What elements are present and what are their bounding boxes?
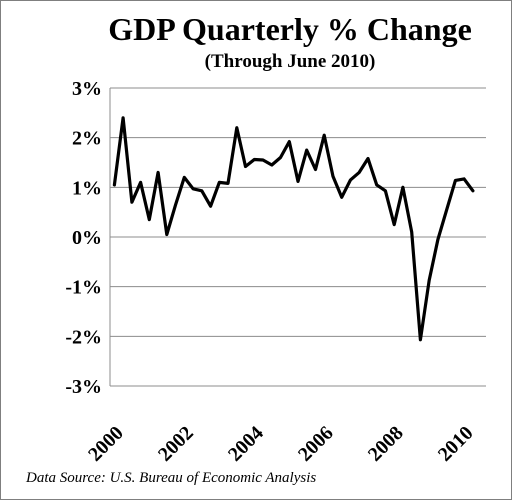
y-tick-label: 2%: [72, 128, 102, 150]
data-point: [209, 205, 212, 208]
data-point: [244, 165, 247, 168]
y-tick-label: -2%: [65, 326, 102, 348]
data-point: [148, 218, 151, 221]
data-point: [349, 178, 352, 181]
data-point: [297, 180, 300, 183]
chart-title: GDP Quarterly % Change: [108, 11, 472, 47]
y-tick-label: -1%: [65, 277, 102, 299]
data-point: [165, 233, 168, 236]
data-point: [331, 175, 334, 178]
data-point: [113, 183, 116, 186]
data-point: [139, 181, 142, 184]
data-point: [463, 177, 466, 180]
data-point: [419, 338, 422, 341]
data-point: [401, 186, 404, 189]
data-point: [471, 189, 474, 192]
data-point: [270, 163, 273, 166]
data-point: [279, 156, 282, 159]
data-point: [130, 201, 133, 204]
data-point: [358, 171, 361, 174]
chart-subtitle: (Through June 2010): [204, 51, 376, 72]
y-tick-label: -3%: [65, 376, 102, 398]
data-point: [384, 189, 387, 192]
data-point: [174, 203, 177, 206]
x-tick-label: 2010: [434, 422, 478, 466]
data-point: [428, 279, 431, 282]
data-point: [314, 168, 317, 171]
y-tick-label: 0%: [72, 227, 102, 249]
y-tick-label: 3%: [72, 78, 102, 100]
data-point: [375, 183, 378, 186]
data-point: [288, 140, 291, 143]
x-tick-label: 2000: [84, 422, 128, 466]
data-point: [157, 171, 160, 174]
data-point: [445, 208, 448, 211]
data-point: [340, 196, 343, 199]
y-tick-label: 1%: [72, 177, 102, 199]
data-point: [235, 126, 238, 129]
data-point: [436, 238, 439, 241]
data-point: [183, 176, 186, 179]
data-point: [262, 159, 265, 162]
x-tick-label: 2004: [224, 422, 268, 466]
data-point: [200, 189, 203, 192]
data-point: [192, 187, 195, 190]
data-point: [305, 149, 308, 152]
x-tick-label: 2006: [294, 422, 338, 466]
data-point: [323, 134, 326, 137]
data-point: [454, 179, 457, 182]
data-source-note: Data Source: U.S. Bureau of Economic Ana…: [26, 470, 317, 486]
x-tick-label: 2008: [364, 422, 408, 466]
data-point: [410, 231, 413, 234]
data-point: [122, 116, 125, 119]
data-point: [253, 158, 256, 161]
x-tick-label: 2002: [154, 422, 198, 466]
gdp-series-line: [112, 116, 475, 342]
data-point: [366, 157, 369, 160]
data-point: [227, 182, 230, 185]
data-point: [218, 181, 221, 184]
data-point: [393, 223, 396, 226]
